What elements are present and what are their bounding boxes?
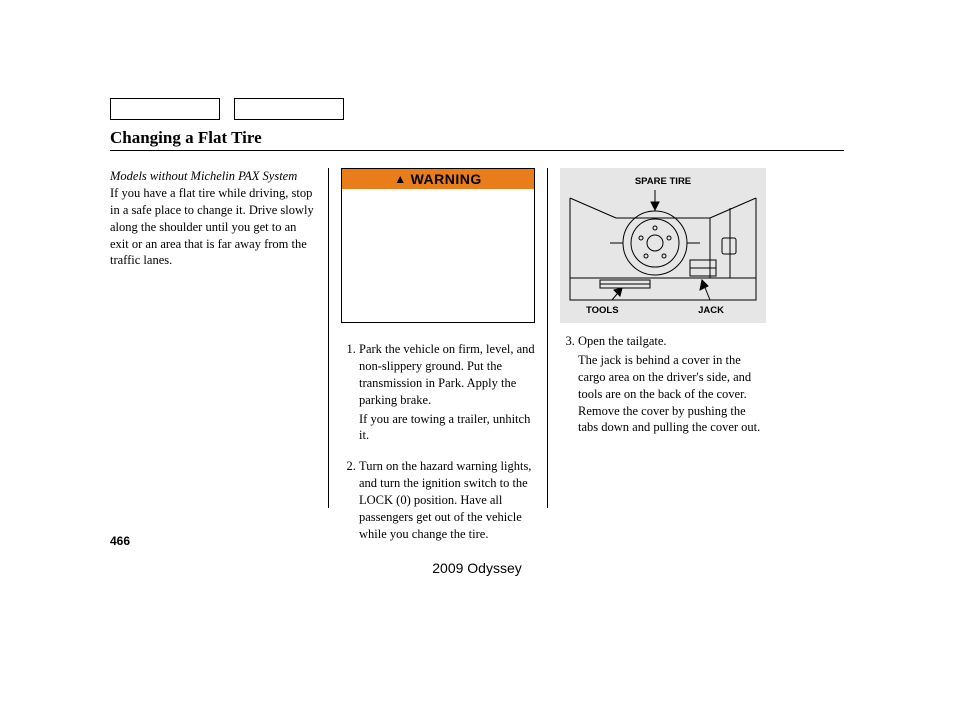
step-3-sub: The jack is behind a cover in the cargo … [578,352,766,436]
figure-label-tools: TOOLS [586,305,619,316]
intro-paragraph: If you have a flat tire while driving, s… [110,185,316,269]
steps-list-col2: Park the vehicle on firm, level, and non… [341,341,535,543]
title-rule [110,150,844,151]
page-number: 466 [110,534,130,548]
spare-tire-illustration [560,168,766,323]
content-columns: Models without Michelin PAX System If yo… [110,168,766,557]
step-3-main: Open the tailgate. [578,334,667,348]
figure-label-jack: JACK [698,305,724,316]
spare-tire-figure: SPARE TIRE TOOLS JACK [560,168,766,323]
step-2: Turn on the hazard warning lights, and t… [359,458,535,542]
step-3: Open the tailgate. The jack is behind a … [578,333,766,436]
column-1: Models without Michelin PAX System If yo… [110,168,328,557]
header-box-1 [110,98,220,120]
page: Changing a Flat Tire Models without Mich… [0,0,954,710]
step-1-main: Park the vehicle on firm, level, and non… [359,342,535,407]
footer-model-year: 2009 Odyssey [0,560,954,576]
page-title: Changing a Flat Tire [110,128,262,148]
warning-box: ▲ WARNING [341,168,535,323]
step-1: Park the vehicle on firm, level, and non… [359,341,535,444]
column-2: ▲ WARNING Park the vehicle on firm, leve… [329,168,547,557]
column-3: SPARE TIRE TOOLS JACK Open the tailgate.… [548,168,766,557]
step-1-sub: If you are towing a trailer, unhitch it. [359,411,535,445]
warning-label: WARNING [411,171,482,187]
header-placeholder-boxes [110,98,344,120]
header-box-2 [234,98,344,120]
warning-triangle-icon: ▲ [394,172,406,186]
warning-header: ▲ WARNING [342,169,534,189]
model-subtitle: Models without Michelin PAX System [110,168,316,185]
steps-list-col3: Open the tailgate. The jack is behind a … [560,333,766,436]
figure-label-spare-tire: SPARE TIRE [635,176,691,187]
step-2-main: Turn on the hazard warning lights, and t… [359,459,531,541]
